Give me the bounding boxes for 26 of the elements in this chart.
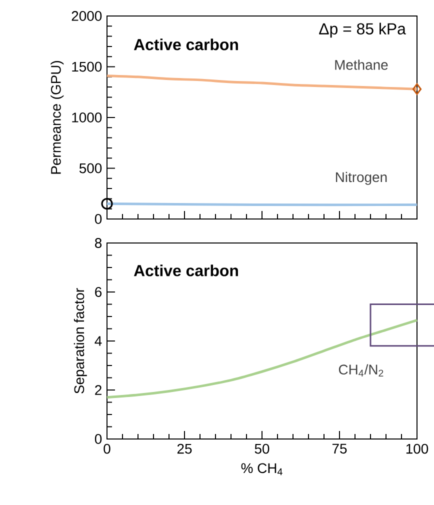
x-axis-title: % CH$_{4}$ — [241, 463, 282, 476]
annotation: Active carbon — [134, 38, 238, 50]
y-tick-label: 1500 — [72, 62, 102, 72]
y-tick-label: 0 — [94, 434, 102, 444]
x-tick-label: 75 — [332, 444, 347, 454]
y-tick-label: 500 — [79, 163, 102, 174]
y-axis-title: Separation factor — [74, 288, 87, 394]
y-tick-label: 0 — [94, 214, 102, 224]
line-series — [106, 318, 418, 399]
x-tick-label: 50 — [254, 444, 270, 454]
annotation: Δp = 85 kPa — [319, 22, 406, 38]
annotation: Active carbon — [134, 264, 238, 276]
line-series — [106, 74, 418, 90]
y-tick-label: 8 — [95, 238, 102, 248]
x-tick-label: 0 — [104, 444, 110, 454]
series-label: Methane — [335, 60, 388, 70]
y-tick-label: 4 — [94, 336, 102, 346]
y-axis-title: Permeance (GPU) — [50, 61, 64, 174]
x-tick-label: 100 — [406, 444, 428, 454]
y-tick-label: 2000 — [72, 11, 102, 21]
series-label: CH$_{4}$/N$_{2}$ — [338, 364, 384, 377]
x-tick-label: 25 — [177, 444, 192, 454]
y-tick-label: 1000 — [72, 112, 102, 122]
series-label: Nitrogen — [336, 172, 387, 185]
y-tick-label: 2 — [95, 385, 102, 395]
y-tick-label: 6 — [95, 287, 102, 297]
